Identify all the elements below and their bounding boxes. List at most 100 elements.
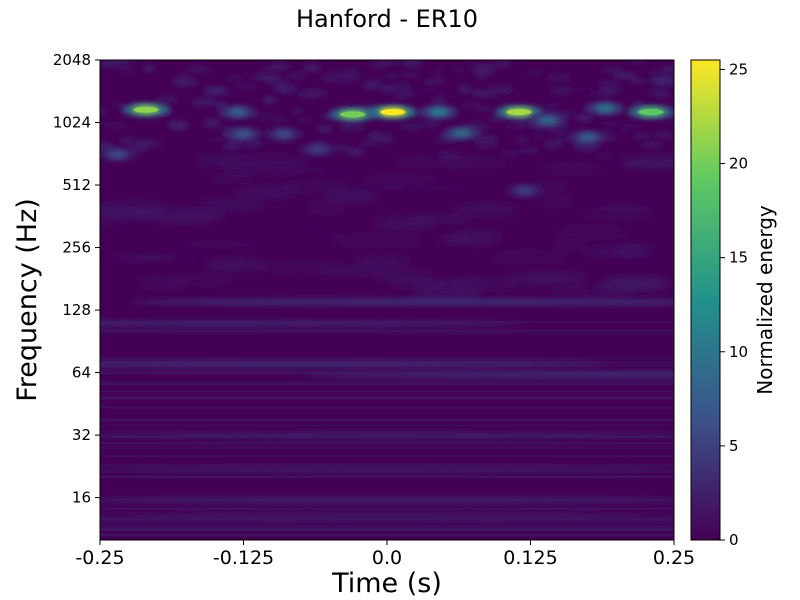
band-mark bbox=[100, 431, 674, 439]
colorbar-tick-label: 0 bbox=[729, 531, 739, 549]
heatmap-plot-area bbox=[100, 60, 674, 540]
x-tick-label: -0.25 bbox=[75, 547, 124, 569]
texture-blob bbox=[262, 95, 277, 104]
hotspot-core bbox=[506, 109, 532, 116]
texture-blob bbox=[247, 140, 268, 145]
texture-blob bbox=[206, 137, 227, 143]
x-axis: -0.25 -0.125 0.0 0.125 0.25 bbox=[75, 540, 695, 569]
y-tick-label: 128 bbox=[62, 301, 91, 319]
texture-blob bbox=[653, 92, 674, 98]
texture-stripe bbox=[100, 396, 674, 400]
noise-texture bbox=[100, 60, 674, 537]
texture-blob bbox=[574, 114, 594, 122]
texture-stripe bbox=[100, 533, 674, 537]
texture-blob bbox=[391, 90, 415, 98]
texture-blob bbox=[452, 66, 466, 72]
texture-stripe bbox=[100, 520, 674, 524]
band-mark bbox=[100, 360, 611, 368]
texture-blob bbox=[302, 64, 321, 72]
texture-stripe bbox=[100, 441, 674, 445]
colorbar-tick-label: 25 bbox=[729, 60, 748, 78]
texture-blob bbox=[515, 135, 530, 145]
texture-blob bbox=[197, 199, 265, 210]
texture-stripe bbox=[100, 446, 674, 449]
texture-blob bbox=[653, 130, 674, 140]
texture-blob bbox=[598, 120, 621, 127]
texture-blob bbox=[361, 183, 424, 191]
texture-stripe bbox=[100, 332, 674, 335]
hotspot-mark bbox=[537, 116, 558, 125]
texture-blob bbox=[471, 142, 500, 149]
chart-title: Hanford - ER10 bbox=[296, 5, 478, 33]
texture-blob bbox=[232, 83, 259, 89]
texture-blob bbox=[142, 64, 156, 73]
hotspot-mark bbox=[428, 108, 449, 117]
y-tick-label: 32 bbox=[72, 426, 91, 444]
band-mark bbox=[100, 320, 531, 328]
texture-blob bbox=[435, 157, 511, 167]
texture-stripe bbox=[100, 380, 674, 383]
texture-blob bbox=[385, 280, 450, 288]
texture-blob bbox=[379, 87, 395, 94]
texture-stripe bbox=[100, 390, 674, 392]
y-tick-label: 16 bbox=[72, 489, 91, 507]
texture-blob bbox=[587, 91, 602, 96]
colorbar-tick-label: 20 bbox=[729, 155, 748, 173]
texture-stripe bbox=[100, 496, 674, 498]
texture-blob bbox=[488, 114, 505, 122]
texture-stripe bbox=[100, 356, 674, 359]
texture-blob bbox=[573, 142, 601, 151]
band-mark bbox=[128, 298, 674, 306]
y-tick-label: 1024 bbox=[53, 114, 91, 132]
texture-blob bbox=[530, 196, 575, 206]
colorbar bbox=[690, 59, 721, 541]
hotspot-mark bbox=[451, 129, 472, 138]
y-tick-label: 512 bbox=[62, 176, 91, 194]
texture-stripe bbox=[100, 522, 674, 525]
texture-blob bbox=[304, 201, 348, 213]
texture-blob bbox=[492, 61, 512, 68]
texture-blob bbox=[503, 120, 527, 130]
texture-blob bbox=[665, 80, 674, 86]
texture-blob bbox=[203, 259, 266, 270]
texture-blob bbox=[537, 106, 559, 111]
texture-blob bbox=[317, 267, 385, 275]
texture-blob bbox=[111, 65, 128, 71]
texture-blob bbox=[243, 145, 257, 151]
texture-blob bbox=[628, 77, 646, 83]
texture-blob bbox=[472, 89, 499, 98]
texture-blob bbox=[646, 68, 663, 74]
texture-stripe bbox=[100, 424, 674, 427]
texture-blob bbox=[172, 78, 198, 86]
x-tick-label: -0.125 bbox=[213, 547, 274, 569]
texture-blob bbox=[401, 60, 422, 68]
texture-blob bbox=[612, 71, 637, 79]
y-tick-label: 64 bbox=[72, 364, 91, 382]
texture-blob bbox=[118, 138, 138, 145]
texture-blob bbox=[414, 87, 442, 92]
texture-blob bbox=[155, 96, 180, 104]
colorbar-axis: 0 5 10 15 20 25 bbox=[720, 60, 748, 549]
texture-blob bbox=[409, 288, 484, 301]
y-axis: 16 32 64 128 256 512 1024 2048 bbox=[53, 51, 100, 507]
texture-blob bbox=[203, 86, 226, 92]
texture-blob bbox=[540, 103, 566, 108]
texture-blob bbox=[100, 206, 163, 218]
texture-stripe bbox=[100, 370, 674, 373]
texture-blob bbox=[519, 146, 541, 155]
texture-blob bbox=[329, 72, 357, 79]
hotspots bbox=[100, 101, 674, 198]
texture-blob bbox=[327, 234, 426, 246]
texture-blob bbox=[503, 273, 590, 284]
hotspot-mark bbox=[515, 186, 535, 195]
texture-blob bbox=[369, 60, 391, 70]
hotspot-core bbox=[638, 109, 664, 116]
texture-blob bbox=[598, 127, 618, 134]
y-tick-label: 256 bbox=[62, 239, 91, 257]
texture-stripe bbox=[100, 475, 674, 478]
x-tick-label: 0.125 bbox=[503, 547, 557, 569]
hotspot-mark bbox=[308, 145, 328, 154]
texture-blob bbox=[434, 152, 453, 157]
texture-blob bbox=[532, 132, 546, 138]
texture-blob bbox=[295, 118, 313, 123]
